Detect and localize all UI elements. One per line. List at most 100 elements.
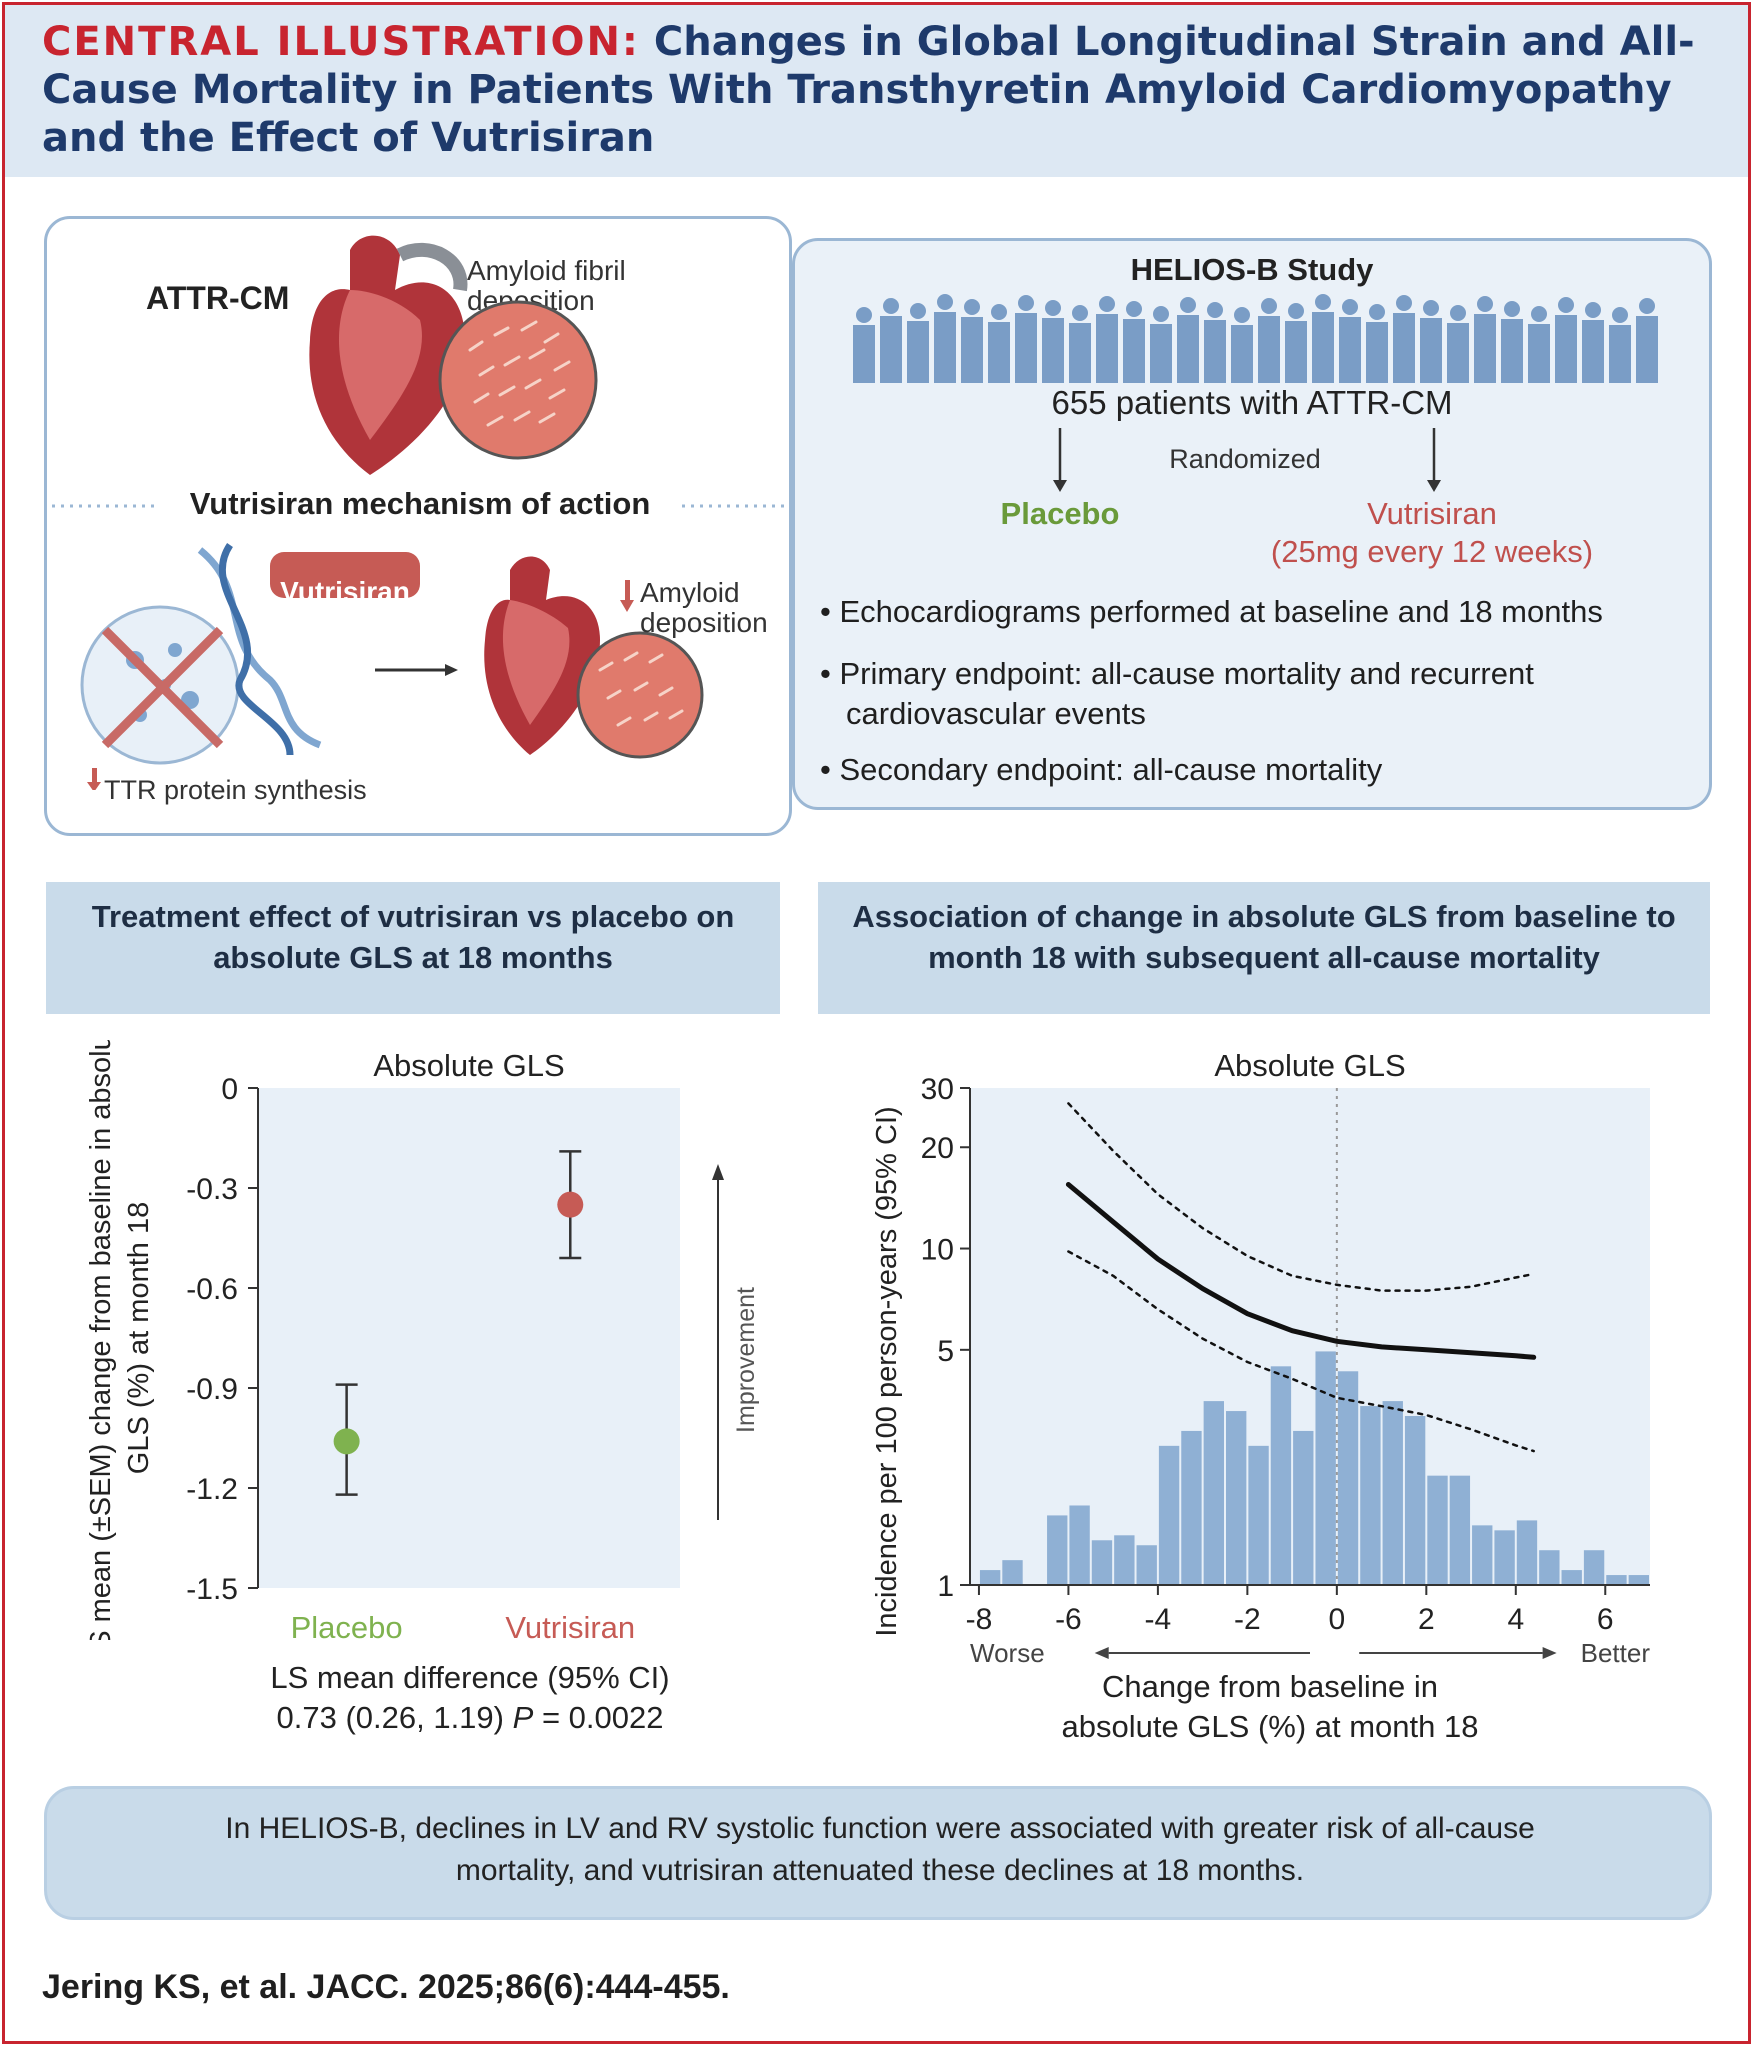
ci-line xyxy=(1067,1102,1535,1292)
histogram-bar xyxy=(1494,1530,1515,1585)
arm-vutrisiran: Vutrisiran xyxy=(1367,496,1497,531)
attr-cm-label: ATTR-CM xyxy=(146,280,290,316)
plot-area xyxy=(258,1088,680,1588)
chart-title: Absolute GLS xyxy=(1214,1048,1405,1083)
patient-icon xyxy=(961,299,983,383)
patients-count: 655 patients with ATTR-CM xyxy=(1051,384,1453,421)
histogram-bar xyxy=(1337,1371,1359,1585)
patient-head xyxy=(937,294,953,310)
moa-illustration xyxy=(80,543,704,790)
patient-head xyxy=(1585,302,1601,318)
patient-head xyxy=(1126,301,1142,317)
arm-placebo: Placebo xyxy=(1000,496,1120,531)
histogram-bar xyxy=(1628,1575,1649,1585)
patient-icon xyxy=(1393,295,1415,383)
histogram-bar xyxy=(1583,1550,1605,1585)
histogram-bar xyxy=(1181,1430,1202,1585)
left-panel-heading: Treatment effect of vutrisiran vs placeb… xyxy=(46,882,780,1014)
ls-diff-label: LS mean difference (95% CI) xyxy=(270,1660,670,1695)
histogram-bar xyxy=(1315,1351,1336,1585)
patient-icon xyxy=(907,303,929,383)
patient-body xyxy=(1042,318,1064,383)
histogram-bar xyxy=(1047,1515,1068,1585)
arm-vutrisiran-dose: (25mg every 12 weeks) xyxy=(1270,534,1594,569)
histogram-bar xyxy=(1293,1430,1314,1585)
patient-body xyxy=(853,325,875,383)
patient-body xyxy=(907,321,929,383)
ls-diff-ci: 0.73 (0.26, 1.19) xyxy=(276,1700,505,1735)
patient-body xyxy=(1339,317,1361,383)
patient-icon xyxy=(1501,301,1523,383)
histogram-bar xyxy=(1404,1416,1426,1585)
ls-diff-value: 0.73 (0.26, 1.19) P = 0.0022 xyxy=(170,1700,770,1736)
patient-icons xyxy=(853,294,1658,383)
histogram-bar xyxy=(1360,1406,1381,1585)
patient-body xyxy=(1582,320,1604,383)
bullet-3: • Secondary endpoint: all-cause mortalit… xyxy=(820,750,1700,790)
patient-head xyxy=(1369,304,1385,320)
x-axis-label-line1: Change from baseline in xyxy=(1102,1669,1438,1704)
patient-head xyxy=(910,303,926,319)
patient-body xyxy=(988,322,1010,383)
y-tick-label: 1 xyxy=(937,1570,954,1603)
histogram-bar xyxy=(1449,1475,1471,1585)
incidence-line xyxy=(1065,1182,1537,1360)
patient-head xyxy=(964,299,980,315)
histogram-bar xyxy=(1606,1575,1627,1585)
patient-icon xyxy=(1582,302,1604,383)
heart-illustration xyxy=(309,235,598,475)
patient-head xyxy=(1099,296,1115,312)
patient-body xyxy=(1501,319,1523,383)
patient-body xyxy=(1420,318,1442,383)
histogram-bar xyxy=(1248,1445,1269,1585)
histogram-bar xyxy=(1069,1505,1090,1585)
patient-icon xyxy=(1420,300,1442,383)
y-axis-label: LS mean (±SEM) change from baseline in a… xyxy=(85,1040,155,1640)
bullet-text: Secondary endpoint: all-cause mortality xyxy=(839,752,1383,787)
patient-icon xyxy=(880,298,902,383)
patient-head xyxy=(1045,300,1061,316)
patient-icon xyxy=(1123,301,1145,383)
patient-head xyxy=(1234,307,1250,323)
y-tick-label: -0.6 xyxy=(186,1273,238,1306)
study-title: HELIOS-B Study xyxy=(1130,252,1374,287)
patient-icon xyxy=(853,307,875,383)
patient-head xyxy=(1612,307,1628,323)
gls-mortality-chart: Absolute GLS 1 5 10 20 30 -8 -6 -4 -2 0 2 4 6 Incidenc… xyxy=(871,1048,1651,1744)
x-tick-label: -2 xyxy=(1234,1603,1261,1636)
bullet-dot: • xyxy=(820,656,840,691)
x-tick-label: 0 xyxy=(1328,1603,1345,1636)
patient-icon xyxy=(1474,296,1496,383)
patient-head xyxy=(1261,298,1277,314)
worse-label: Worse xyxy=(970,1638,1045,1668)
patient-body xyxy=(1150,324,1172,383)
conclusion-box xyxy=(44,1786,1712,1920)
histogram-bar xyxy=(1203,1401,1224,1585)
patient-icon xyxy=(1528,306,1550,383)
better-arrowhead xyxy=(1542,1647,1557,1659)
y-tick-label: -1.2 xyxy=(186,1473,238,1506)
patient-body xyxy=(1069,323,1091,383)
patient-icon xyxy=(1447,305,1469,383)
patient-head xyxy=(1153,306,1169,322)
header-banner xyxy=(5,5,1750,177)
x-tick-label: 4 xyxy=(1507,1603,1524,1636)
histogram-bar xyxy=(1091,1540,1113,1585)
improvement-label: Improvement xyxy=(732,1287,760,1433)
patient-body xyxy=(1204,320,1226,383)
histogram-bar xyxy=(1270,1366,1292,1585)
patient-icon xyxy=(1636,298,1658,383)
patient-icon xyxy=(1204,302,1226,383)
patient-icon xyxy=(1042,300,1064,383)
histogram-bar xyxy=(1472,1525,1493,1585)
patient-icon xyxy=(1096,296,1118,383)
histogram-bar xyxy=(1539,1550,1560,1585)
better-label: Better xyxy=(1581,1638,1651,1668)
gls-treatment-chart: Absolute GLS 0 -0.3 -0.6 -0.9 -1.2 -1.5 LS mean… xyxy=(85,1040,760,1640)
patient-body xyxy=(934,312,956,383)
patient-body xyxy=(1636,316,1658,383)
y-tick-label: 0 xyxy=(221,1073,238,1106)
y-axis-label-line: LS mean (±SEM) change from baseline in a… xyxy=(85,1040,117,1640)
patient-icon xyxy=(934,294,956,383)
